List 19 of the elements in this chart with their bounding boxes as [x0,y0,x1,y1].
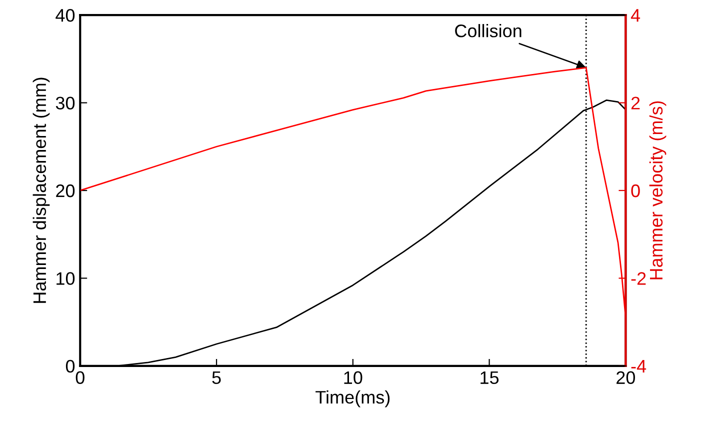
annotation: Collision [455,24,522,38]
y2-tick-label: 2 [631,96,640,110]
x-tick-label: 15 [480,371,499,384]
y2-tick-label: -2 [631,272,646,285]
y2-tick-label: -4 [631,360,646,372]
y2-axis-title: Hammer velocity (m/s) [649,101,666,280]
y2-tick-label: 0 [631,184,640,198]
x-tick-label: 10 [344,371,362,384]
y-tick-label: 30 [56,96,75,110]
y-tick-label: 0 [66,360,75,373]
y-tick-label: 20 [56,184,75,198]
y2-tick-label: 4 [630,9,640,22]
x-tick-label: 0 [76,371,84,384]
x-axis-title: Time(ms) [316,390,390,408]
x-tick-label: 20 [616,371,636,384]
y-tick-label: 40 [56,8,75,22]
y-tick-label: 10 [56,272,75,285]
y-axis-title: Hammer displacement (mm) [32,78,50,303]
x-tick-label: 5 [212,371,221,384]
